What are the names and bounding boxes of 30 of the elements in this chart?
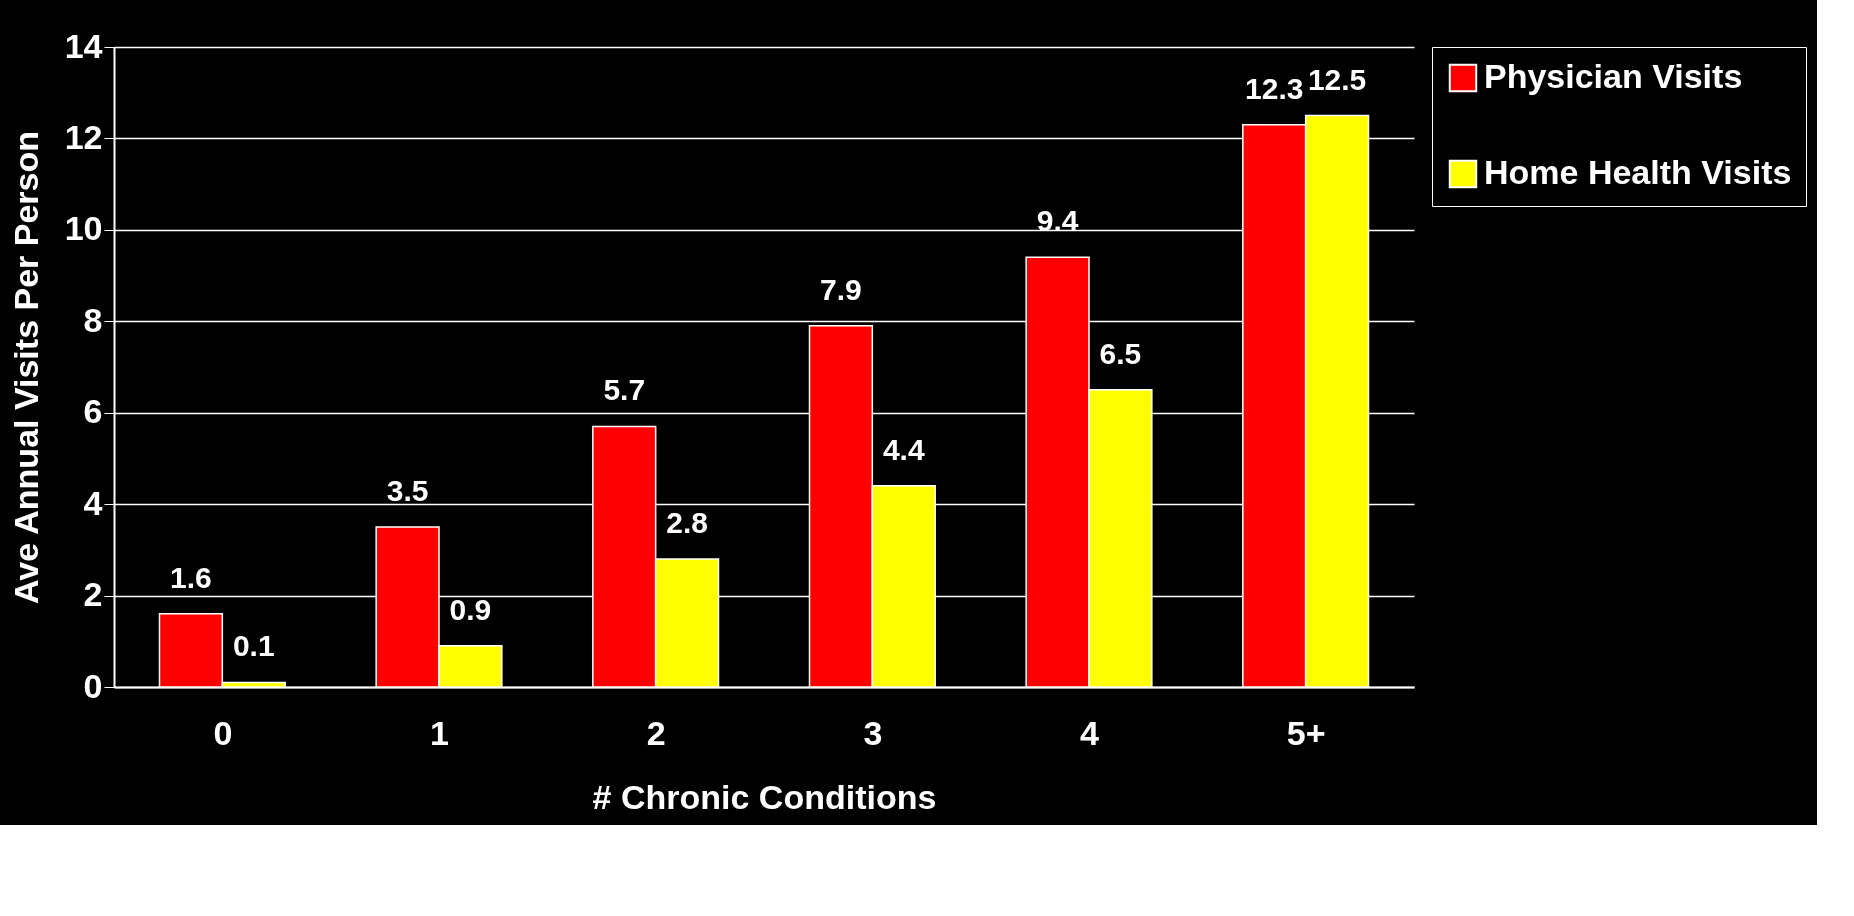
x-tick-label: 4 [1080,713,1100,752]
data-label: 0.9 [449,592,492,626]
x-tick-label: 5+ [1286,713,1326,752]
y-tick-label: 0 [83,666,103,705]
y-tick-label: 4 [83,483,103,522]
x-axis-title: # Chronic Conditions [592,777,937,816]
y-tick-label: 12 [64,117,103,156]
x-tick-label: 0 [213,713,233,752]
legend-label: Physician Visits [1484,57,1743,95]
data-label: 7.9 [820,272,862,306]
x-tick-label: 1 [430,713,449,752]
data-label: 6.5 [1099,336,1142,370]
data-label: 12.3 [1245,71,1304,105]
data-label: 1.6 [170,560,212,594]
y-tick-label: 8 [83,300,103,339]
data-label: 3.5 [386,474,429,507]
legend-label: Home Health Visits [1484,153,1792,191]
data-label: 2.8 [666,506,708,539]
data-label: 12.5 [1307,62,1367,96]
x-tick-label: 2 [646,713,666,752]
y-tick-label: 6 [83,392,103,431]
y-tick-label: 14 [64,26,103,65]
data-label: 4.4 [882,432,925,466]
y-tick-label: 10 [64,209,103,248]
x-tick-label: 3 [863,713,883,752]
y-axis-title: Ave Annual Visits Per Person [6,130,45,605]
data-label: 9.4 [1036,204,1079,238]
data-label: 5.7 [603,373,646,407]
data-label: 0.1 [232,629,275,663]
y-tick-label: 2 [83,575,103,614]
